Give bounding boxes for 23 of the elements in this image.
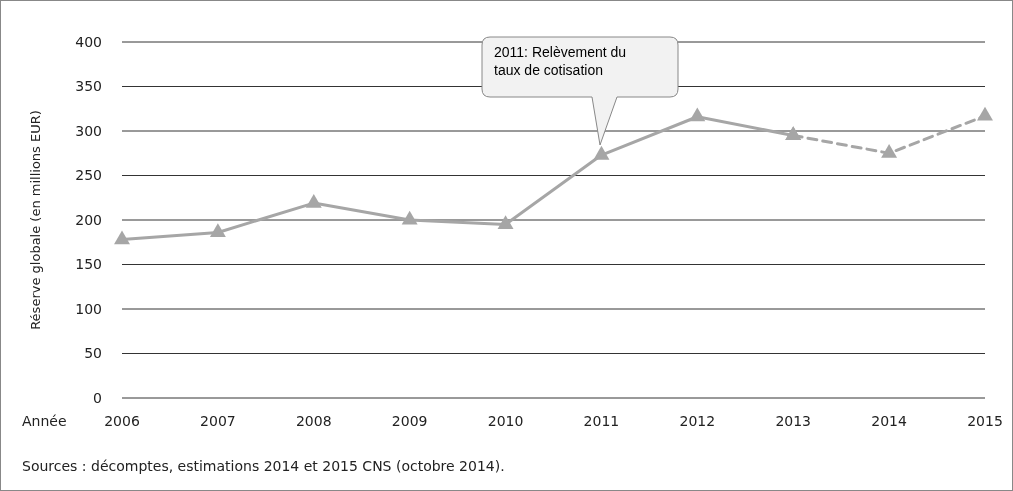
x-tick-label: 2011 — [583, 413, 620, 429]
source-note: Sources : décomptes, estimations 2014 et 2015 CNS (octobre 2014). — [22, 458, 505, 474]
y-axis-title: Réserve globale (en millions EUR) — [28, 110, 43, 330]
y-tick-label: 350 — [75, 78, 102, 95]
y-tick-label: 400 — [75, 33, 102, 50]
y-tick-label: 300 — [75, 122, 102, 139]
y-tick-label: 250 — [75, 167, 102, 184]
x-tick-label: 2007 — [200, 413, 236, 429]
x-tick-label: 2012 — [679, 413, 716, 429]
x-tick-label: 2013 — [775, 413, 812, 429]
y-tick-label: 200 — [75, 211, 102, 228]
x-tick-label: 2006 — [104, 413, 140, 429]
y-tick-label: 50 — [84, 345, 102, 362]
x-axis-title: Année — [22, 413, 67, 429]
x-tick-label: 2008 — [295, 413, 332, 429]
annotation: 2011: Relèvement du taux de cotisation — [494, 44, 627, 78]
y-tick-label: 150 — [75, 256, 102, 273]
y-tick-label: 100 — [75, 300, 102, 317]
y-tick-label: 0 — [93, 389, 102, 406]
x-tick-label: 2010 — [487, 413, 524, 429]
x-tick-label: 2015 — [967, 413, 1003, 429]
x-tick-label: 2009 — [391, 413, 428, 429]
x-tick-label: 2014 — [871, 413, 908, 429]
